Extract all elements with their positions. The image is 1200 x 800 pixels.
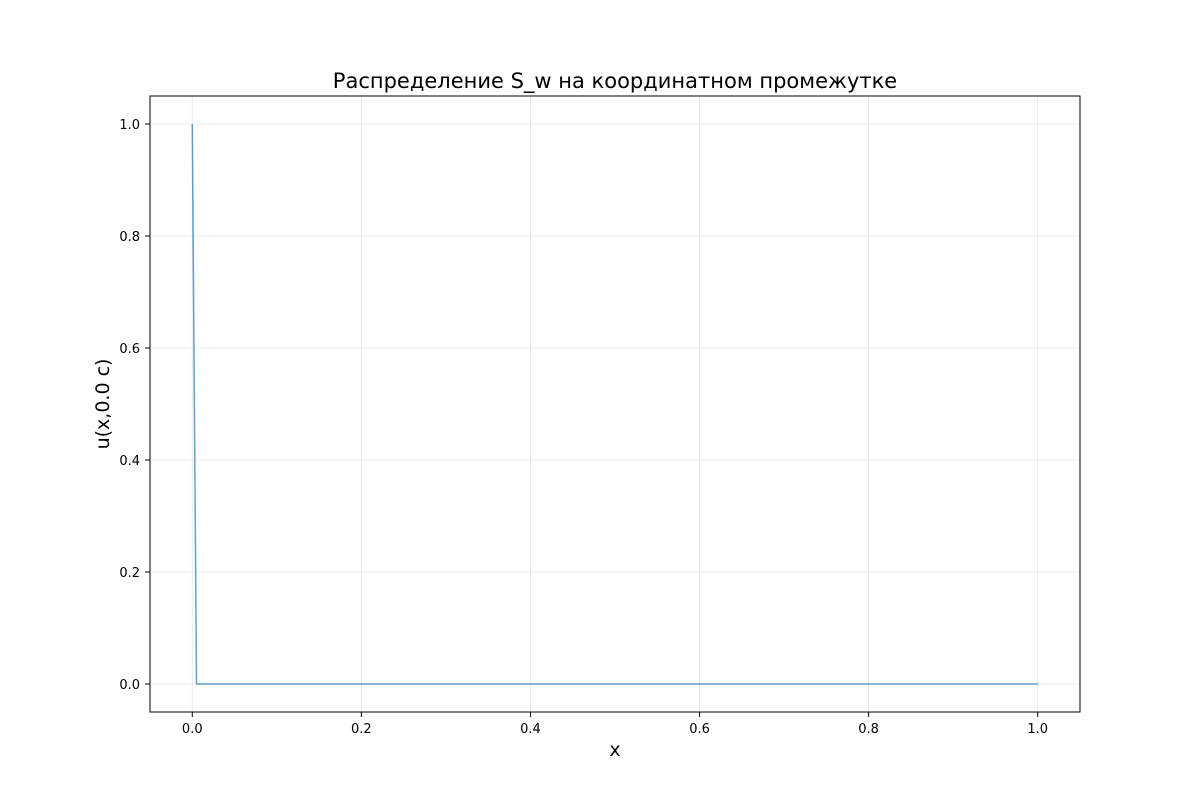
x-tick-label: 0.4 — [520, 722, 541, 737]
axes-frame — [149, 95, 1081, 713]
x-tick-label: 1.0 — [1027, 722, 1048, 737]
y-tick-label: 0.6 — [119, 342, 140, 357]
y-tick-label: 0.0 — [119, 678, 140, 693]
x-tick-label: 0.6 — [689, 722, 710, 737]
x-tick-label: 0.0 — [182, 722, 203, 737]
x-tick-label: 0.8 — [858, 722, 879, 737]
y-tick-label: 0.2 — [119, 566, 140, 581]
y-axis-ticks: 0.0 0.2 0.4 0.6 0.8 1.0 — [119, 118, 150, 693]
axes-background — [150, 96, 1080, 712]
y-tick-label: 0.8 — [119, 230, 140, 245]
chart-title: Распределение S_w на координатном промеж… — [333, 69, 897, 94]
y-tick-label: 0.4 — [119, 454, 140, 469]
x-axis-ticks: 0.0 0.2 0.4 0.6 0.8 1.0 — [182, 712, 1048, 737]
plot-area: 0.0 0.2 0.4 0.6 0.8 1.0 0.0 0.2 0.4 0.6 0.8 1.0 — [119, 95, 1081, 737]
x-axis-label: x — [609, 739, 620, 761]
x-tick-label: 0.2 — [351, 722, 372, 737]
series-layer — [191, 123, 1038, 685]
y-tick-label: 1.0 — [119, 118, 140, 133]
series-line — [191, 123, 1038, 685]
y-axis-label: u(x,0.0 с) — [92, 359, 114, 450]
